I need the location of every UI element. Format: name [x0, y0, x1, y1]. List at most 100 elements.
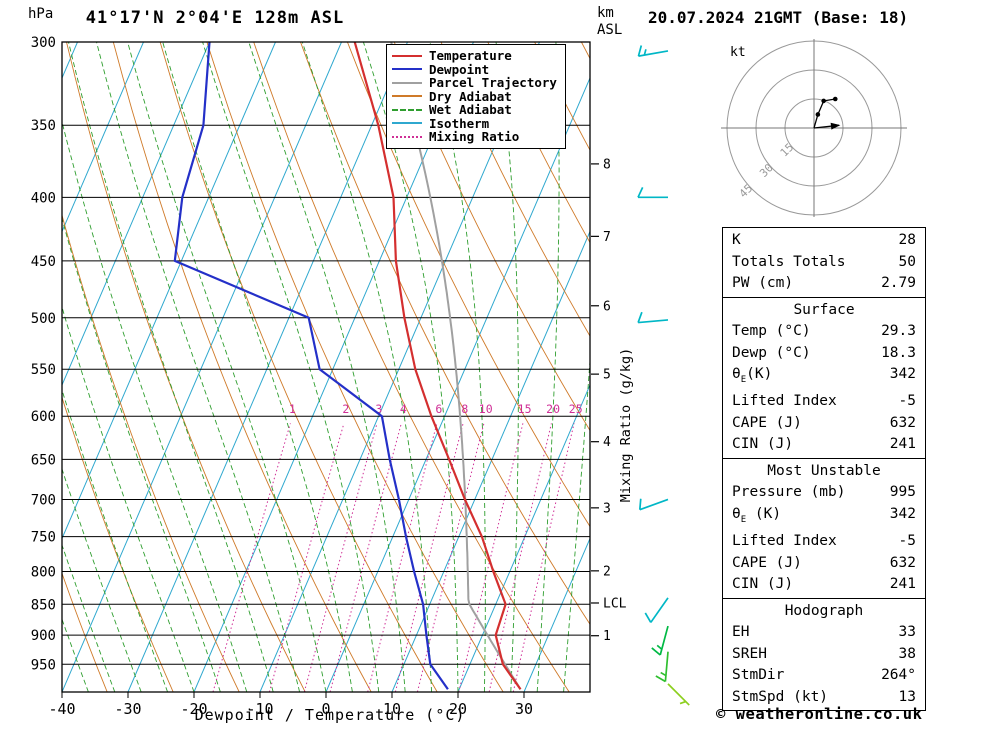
svg-text:350: 350 [31, 118, 56, 134]
temperature-curve [353, 42, 522, 690]
table-row: Totals Totals 50 [723, 252, 925, 274]
run-date-title: 20.07.2024 21GMT (Base: 18) [648, 8, 909, 27]
svg-text:-30: -30 [114, 700, 141, 718]
table-row: CAPE (J) 632 [723, 413, 925, 435]
copyright[interactable]: © weatheronline.co.uk [716, 705, 923, 723]
svg-text:6: 6 [435, 402, 442, 416]
indices-table: K 28 Totals Totals 50 PW (cm) 2.79 Surface Temp… [722, 227, 926, 712]
table-row: Lifted Index -5 [723, 531, 925, 553]
row-value: 13 [898, 688, 916, 705]
mixing-ratio-labels: 1 2 3 4 6 8 10 15 20 25 [289, 402, 583, 416]
table-row: Lifted Index -5 [723, 391, 925, 413]
svg-text:20: 20 [546, 402, 560, 416]
legend-item: Isotherm [392, 117, 557, 131]
row-label: θE (K) [732, 505, 782, 525]
legend-item: Mixing Ratio [392, 130, 557, 144]
svg-text:15: 15 [778, 141, 797, 160]
asl-label: ASL [597, 22, 623, 38]
row-label: EH [732, 624, 750, 641]
svg-text:1: 1 [603, 629, 611, 644]
svg-text:750: 750 [31, 530, 56, 546]
svg-text:45: 45 [737, 182, 756, 201]
legend-item: Dry Adiabat [392, 90, 557, 104]
table-row: K 28 [723, 230, 925, 252]
legend-swatch [392, 95, 422, 98]
row-label: PW (cm) [732, 275, 794, 291]
row-value: -5 [898, 533, 916, 550]
section-header: Most Unstable [767, 462, 881, 479]
skewt-chart: 1 2 3 4 6 8 10 15 20 2530035040045050055060065070… [31, 35, 690, 718]
svg-text:6: 6 [603, 299, 611, 314]
row-label: CAPE (J) [732, 554, 802, 571]
legend-label: Isotherm [429, 115, 490, 131]
svg-text:20: 20 [449, 700, 467, 718]
table-row: CIN (J) 241 [723, 574, 925, 596]
row-label: Dewp (°C) [732, 344, 811, 361]
table-row: StmDir 264° [723, 665, 925, 687]
svg-text:4: 4 [400, 402, 407, 416]
wind-barb [637, 45, 669, 57]
table-section: Surface Temp (°C) 29.3 Dewp (°C) 18.3 θE(K) 34… [722, 296, 926, 459]
svg-text:0: 0 [321, 700, 330, 718]
chart-legend: Temperature Dewpoint Parcel Trajectory Dry … [386, 44, 566, 149]
svg-text:-40: -40 [48, 700, 75, 718]
svg-text:8: 8 [603, 157, 611, 172]
parcel-curve [390, 42, 522, 690]
wind-barb [644, 597, 669, 623]
legend-label: Dry Adiabat [429, 88, 512, 104]
svg-text:300: 300 [31, 35, 56, 51]
svg-text:4: 4 [603, 435, 611, 450]
row-label: StmSpd (kt) [732, 688, 829, 705]
table-row: Temp (°C) 29.3 [723, 321, 925, 343]
row-label: Lifted Index [732, 533, 837, 550]
row-value: 342 [889, 505, 916, 522]
row-label: Temp (°C) [732, 323, 811, 339]
svg-text:-20: -20 [180, 700, 207, 718]
legend-swatch [392, 122, 422, 125]
hodograph-unit: kt [730, 45, 746, 60]
table-section: K 28 Totals Totals 50 PW (cm) 2.79 [722, 227, 926, 298]
table-row: Dewp (°C) 18.3 [723, 343, 925, 365]
pressure-tick-labels: 300 350 400 450 500 550 600 650 700 750 800 850 900 9… [31, 35, 56, 673]
svg-text:-10: -10 [246, 700, 273, 718]
legend-label: Dewpoint [429, 61, 490, 77]
svg-text:450: 450 [31, 254, 56, 270]
chart-plot-area: 1 2 3 4 6 8 10 15 20 25 [62, 42, 590, 692]
svg-text:3: 3 [375, 402, 382, 416]
mixing-ratio-axis-label: Mixing Ratio (g/kg) [618, 348, 634, 502]
legend-label: Temperature [429, 48, 512, 64]
table-row: CAPE (J) 632 [723, 553, 925, 575]
wind-barb [651, 625, 669, 656]
svg-text:600: 600 [31, 409, 56, 425]
x-axis-label: Dewpoint / Temperature (°C) [194, 706, 466, 724]
svg-text:1: 1 [289, 402, 296, 416]
row-value: 241 [889, 436, 916, 453]
svg-text:850: 850 [31, 597, 56, 613]
row-value: 50 [898, 253, 916, 270]
row-value: 29.3 [881, 323, 916, 339]
svg-text:550: 550 [31, 362, 56, 378]
table-section: Hodograph EH 33 SREH 38 StmDir 264° StmSpd (kt)… [722, 597, 926, 712]
row-value: 632 [889, 554, 916, 571]
row-value: 241 [889, 576, 916, 593]
legend-swatch [392, 54, 422, 57]
wind-barb [638, 498, 669, 511]
row-value: 264° [881, 667, 916, 684]
row-value: 2.79 [881, 275, 916, 291]
height-axis-unit: km ASL [597, 5, 622, 39]
svg-text:800: 800 [31, 565, 56, 581]
svg-text:2: 2 [342, 402, 349, 416]
table-row: PW (cm) 2.79 [723, 273, 925, 295]
row-value: 342 [889, 366, 916, 382]
table-row: CIN (J) 241 [723, 434, 925, 456]
row-value: 28 [898, 232, 916, 248]
row-label: CAPE (J) [732, 414, 802, 431]
row-label: StmDir [732, 667, 785, 684]
table-row: θE (K) 342 [723, 504, 925, 531]
isotherms [62, 42, 590, 692]
legend-label: Mixing Ratio [429, 129, 520, 145]
row-value: 38 [898, 645, 916, 662]
svg-text:900: 900 [31, 628, 56, 644]
svg-text:2: 2 [603, 564, 611, 579]
